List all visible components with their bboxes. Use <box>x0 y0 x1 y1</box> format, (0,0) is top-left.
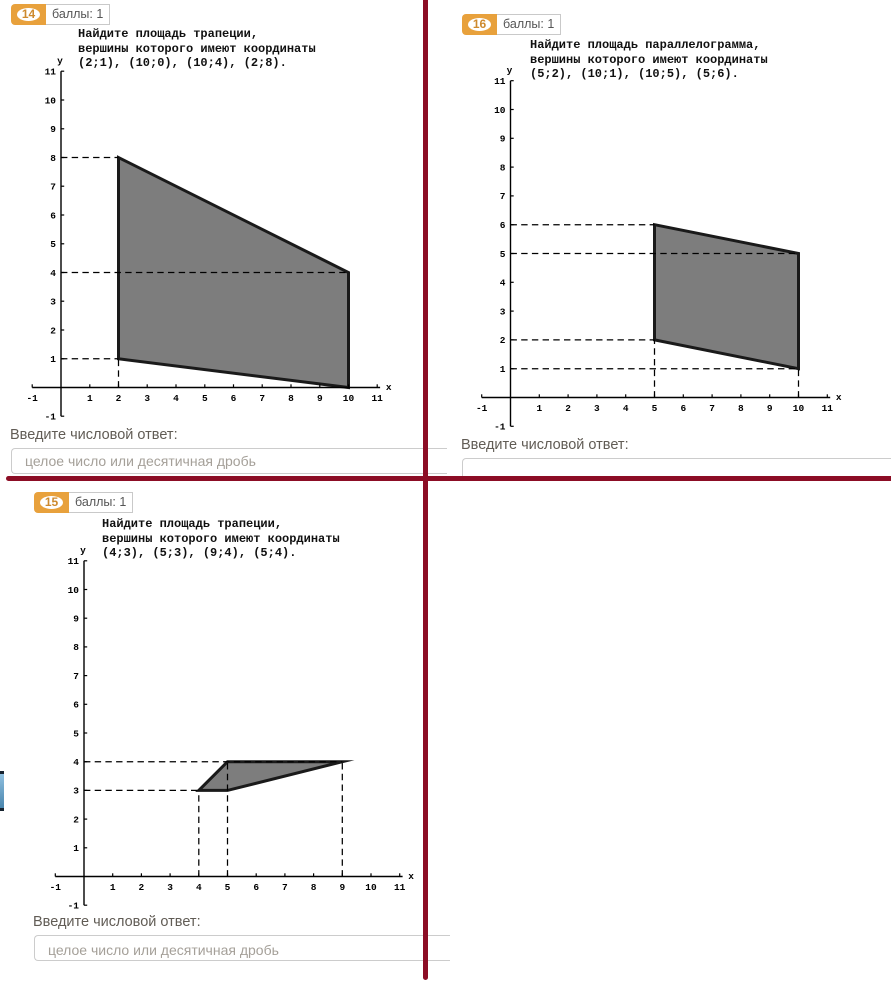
svg-text:x: x <box>836 392 842 403</box>
svg-text:6: 6 <box>73 700 79 711</box>
svg-text:1: 1 <box>500 364 506 375</box>
svg-text:4: 4 <box>50 268 56 279</box>
svg-text:1: 1 <box>536 403 542 414</box>
svg-text:-1: -1 <box>494 422 506 433</box>
svg-text:1: 1 <box>50 354 56 365</box>
svg-text:y: y <box>80 545 86 556</box>
svg-text:6: 6 <box>231 393 237 404</box>
svg-text:2: 2 <box>565 403 571 414</box>
svg-text:3: 3 <box>144 393 150 404</box>
svg-text:3: 3 <box>167 882 173 893</box>
svg-text:9: 9 <box>73 614 79 625</box>
svg-text:5: 5 <box>202 393 208 404</box>
svg-text:5: 5 <box>73 728 79 739</box>
svg-text:8: 8 <box>288 393 294 404</box>
svg-text:9: 9 <box>317 393 323 404</box>
svg-text:6: 6 <box>253 882 259 893</box>
svg-text:6: 6 <box>680 403 686 414</box>
svg-text:10: 10 <box>343 393 355 404</box>
svg-text:4: 4 <box>196 882 202 893</box>
svg-text:7: 7 <box>50 182 56 193</box>
svg-text:2: 2 <box>50 325 56 336</box>
svg-text:8: 8 <box>311 882 317 893</box>
svg-text:7: 7 <box>259 393 265 404</box>
svg-text:2: 2 <box>73 814 79 825</box>
svg-text:8: 8 <box>73 642 79 653</box>
svg-text:7: 7 <box>709 403 715 414</box>
svg-text:2: 2 <box>500 335 506 346</box>
svg-text:11: 11 <box>45 67 57 78</box>
svg-text:-1: -1 <box>50 882 62 893</box>
svg-text:11: 11 <box>371 393 383 404</box>
svg-text:5: 5 <box>50 239 56 250</box>
svg-text:y: y <box>57 55 63 66</box>
svg-text:1: 1 <box>110 882 116 893</box>
svg-text:5: 5 <box>652 403 658 414</box>
svg-text:11: 11 <box>822 403 834 414</box>
svg-text:-1: -1 <box>68 901 80 912</box>
svg-text:9: 9 <box>500 134 506 145</box>
svg-text:3: 3 <box>500 306 506 317</box>
svg-text:4: 4 <box>500 278 506 289</box>
svg-text:9: 9 <box>50 124 56 135</box>
svg-text:2: 2 <box>116 393 122 404</box>
svg-text:1: 1 <box>87 393 93 404</box>
svg-text:10: 10 <box>45 95 57 106</box>
svg-text:3: 3 <box>594 403 600 414</box>
svg-text:10: 10 <box>494 105 506 116</box>
svg-text:5: 5 <box>500 249 506 260</box>
svg-text:1: 1 <box>73 843 79 854</box>
svg-text:3: 3 <box>50 297 56 308</box>
svg-text:11: 11 <box>394 882 406 893</box>
svg-text:8: 8 <box>738 403 744 414</box>
svg-text:6: 6 <box>500 220 506 231</box>
svg-text:11: 11 <box>494 76 506 87</box>
svg-text:-1: -1 <box>26 393 38 404</box>
svg-text:10: 10 <box>793 403 805 414</box>
svg-text:10: 10 <box>68 585 80 596</box>
svg-text:7: 7 <box>500 191 506 202</box>
svg-text:7: 7 <box>73 671 79 682</box>
svg-text:10: 10 <box>365 882 377 893</box>
svg-text:8: 8 <box>500 162 506 173</box>
svg-text:5: 5 <box>225 882 231 893</box>
svg-text:6: 6 <box>50 210 56 221</box>
svg-text:4: 4 <box>173 393 179 404</box>
svg-text:x: x <box>386 382 392 393</box>
svg-text:2: 2 <box>139 882 145 893</box>
svg-text:y: y <box>507 65 513 76</box>
svg-text:x: x <box>408 871 414 882</box>
svg-text:11: 11 <box>68 556 80 567</box>
svg-text:3: 3 <box>73 786 79 797</box>
svg-text:9: 9 <box>339 882 345 893</box>
svg-text:8: 8 <box>50 153 56 164</box>
svg-text:7: 7 <box>282 882 288 893</box>
svg-text:-1: -1 <box>476 403 488 414</box>
svg-text:-1: -1 <box>45 412 57 423</box>
svg-text:4: 4 <box>623 403 629 414</box>
svg-text:9: 9 <box>767 403 773 414</box>
svg-text:4: 4 <box>73 757 79 768</box>
